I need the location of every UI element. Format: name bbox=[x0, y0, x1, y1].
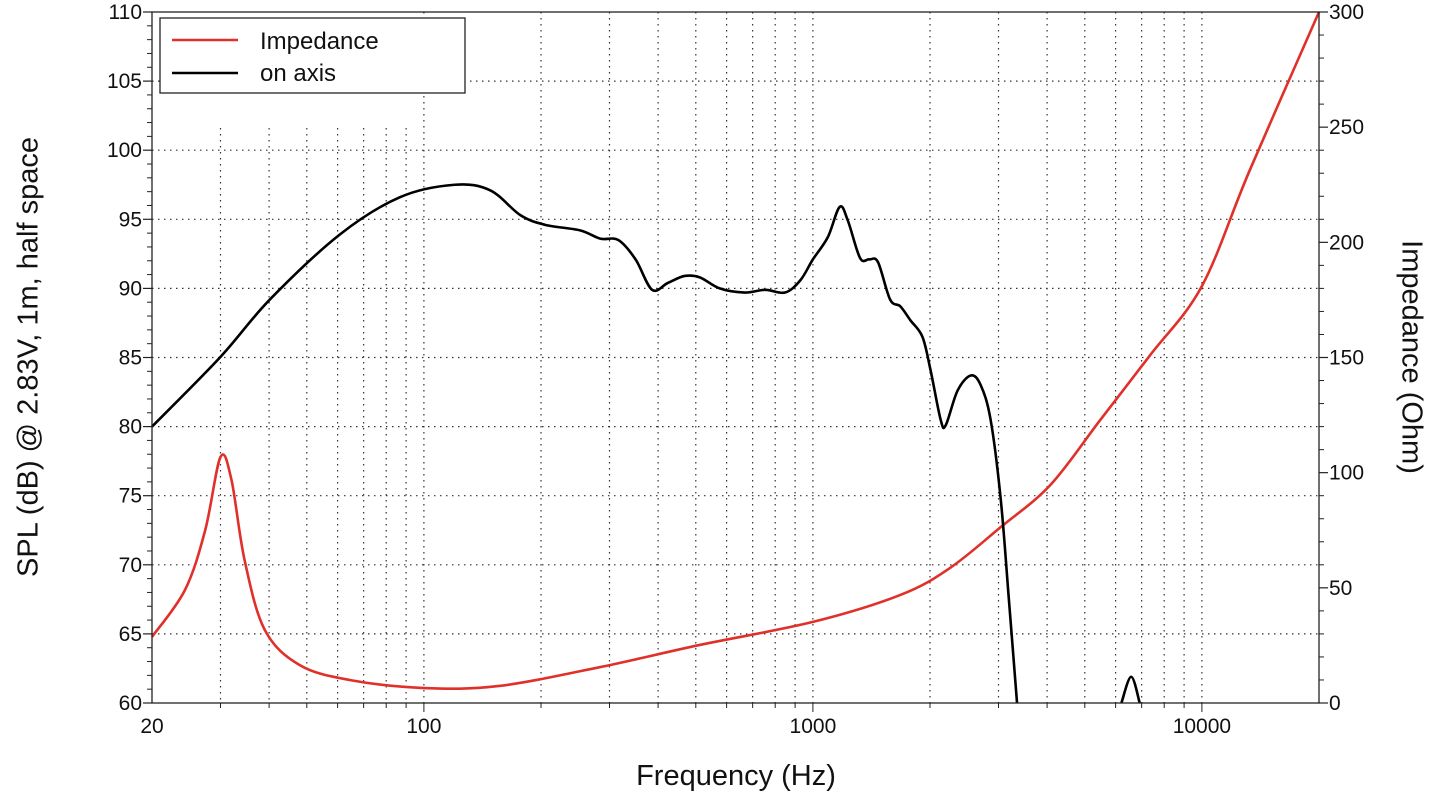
grid bbox=[152, 12, 1319, 703]
x-tick-label: 1000 bbox=[790, 715, 837, 738]
series-line-on-axis-blip bbox=[1120, 675, 1141, 704]
y2-tick-label: 300 bbox=[1329, 1, 1364, 24]
y-tick-label: 100 bbox=[107, 139, 142, 162]
x-tick-label: 100 bbox=[406, 715, 441, 738]
y-tick-label: 90 bbox=[119, 277, 142, 300]
y-tick-label: 60 bbox=[119, 692, 142, 715]
y-tick-label: 80 bbox=[119, 416, 142, 439]
ticks: 60 65 70 75 80 85 90 95 100 105 110 0 50 100 150 200 250… bbox=[107, 1, 1364, 738]
legend-label-on-axis: on axis bbox=[260, 60, 336, 87]
y2-tick-label: 250 bbox=[1329, 116, 1364, 139]
series-layer bbox=[150, 11, 1321, 704]
y-tick-label: 95 bbox=[119, 208, 142, 231]
y2-tick-label: 50 bbox=[1329, 577, 1352, 600]
y2-axis-label: Impedance (Ohm) bbox=[1395, 240, 1427, 474]
y2-tick-label: 200 bbox=[1329, 231, 1364, 254]
series-line-impedance bbox=[150, 11, 1321, 691]
y-tick-label: 105 bbox=[107, 70, 142, 93]
series-line-on-axis bbox=[151, 183, 1019, 704]
legend-label-impedance: Impedance bbox=[260, 28, 379, 55]
x-tick-label: 10000 bbox=[1173, 715, 1231, 738]
y-tick-label: 65 bbox=[119, 623, 142, 646]
legend-box bbox=[159, 17, 466, 94]
x-tick-label: 20 bbox=[140, 715, 163, 738]
y-tick-label: 85 bbox=[119, 347, 142, 370]
y2-tick-label: 100 bbox=[1329, 462, 1364, 485]
legend: Impedance on axis bbox=[159, 17, 466, 94]
y2-tick-label: 150 bbox=[1329, 347, 1364, 370]
y-tick-label: 75 bbox=[119, 485, 142, 508]
x-axis-label: Frequency (Hz) bbox=[636, 760, 836, 792]
y2-tick-label: 0 bbox=[1329, 692, 1341, 715]
y-axis-label: SPL (dB) @ 2.83V, 1m, half space bbox=[13, 137, 45, 577]
y-tick-label: 110 bbox=[109, 1, 142, 24]
y-tick-label: 70 bbox=[119, 554, 142, 577]
